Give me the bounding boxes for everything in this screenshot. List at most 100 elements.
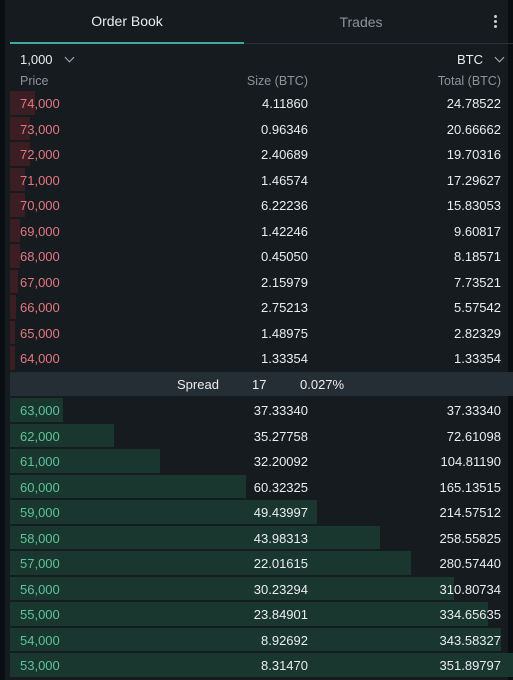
- bid-row[interactable]: 55,000 23.84901 334.65635: [10, 601, 513, 627]
- ask-row[interactable]: 73,000 0.96346 20.66662: [10, 116, 513, 142]
- ask-row[interactable]: 67,000 2.15979 7.73521: [10, 269, 513, 295]
- bid-price: 59,000: [20, 505, 60, 520]
- ask-total: 9.60817: [454, 223, 501, 239]
- tab-order-book[interactable]: Order Book: [10, 0, 244, 44]
- ask-price: 70,000: [20, 198, 60, 213]
- bid-price: 55,000: [20, 607, 60, 622]
- bid-size: 49.43997: [253, 505, 308, 520]
- bid-row[interactable]: 56,000 30.23294 310.80734: [10, 576, 513, 602]
- ask-total: 7.73521: [454, 274, 501, 290]
- ask-size: 2.15979: [261, 274, 308, 290]
- price-grouping-value: 1,000: [20, 51, 53, 67]
- ask-total: 8.18571: [454, 249, 501, 264]
- bid-price: 63,000: [20, 403, 60, 418]
- ask-row[interactable]: 70,000 6.22236 15.83053: [10, 192, 513, 218]
- bid-price: 62,000: [20, 428, 60, 444]
- depth-bar: [10, 449, 160, 473]
- depth-bar: [10, 142, 31, 166]
- bid-price: 56,000: [20, 581, 60, 597]
- ask-total: 20.66662: [446, 121, 501, 137]
- unit-value: BTC: [457, 51, 483, 67]
- bid-size: 60.32325: [253, 479, 308, 495]
- bid-price: 57,000: [20, 556, 60, 571]
- ask-row[interactable]: 64,000 1.33354 1.33354: [10, 345, 513, 371]
- bid-total: 343.58327: [439, 632, 501, 648]
- depth-bar: [10, 218, 21, 242]
- ask-row[interactable]: 72,000 2.40689 19.70316: [10, 141, 513, 167]
- ask-price: 65,000: [20, 325, 60, 341]
- bid-price: 54,000: [20, 632, 60, 648]
- more-options-button[interactable]: [478, 0, 513, 44]
- bid-total: 280.57440: [439, 556, 501, 571]
- price-grouping-dropdown[interactable]: 1,000: [20, 44, 74, 74]
- column-headers: Price Size (BTC) Total (BTC): [10, 74, 513, 90]
- ask-price: 68,000: [20, 249, 60, 264]
- bid-row[interactable]: 53,000 8.31470 351.89797: [10, 652, 513, 678]
- bid-row[interactable]: 62,000 35.27758 72.61098: [10, 423, 513, 449]
- bid-total: 72.61098: [446, 428, 501, 444]
- depth-bar: [10, 116, 31, 140]
- ask-total: 15.83053: [446, 198, 501, 213]
- bid-row[interactable]: 59,000 49.43997 214.57512: [10, 499, 513, 525]
- chevron-down-icon: [494, 52, 505, 62]
- bid-row[interactable]: 61,000 32.20092 104.81190: [10, 448, 513, 474]
- ask-row[interactable]: 71,000 1.46574 17.29627: [10, 167, 513, 193]
- depth-bar: [10, 423, 114, 447]
- bid-price: 53,000: [20, 658, 60, 673]
- ask-row[interactable]: 68,000 0.45050 8.18571: [10, 243, 513, 269]
- bid-row[interactable]: 57,000 22.01615 280.57440: [10, 550, 513, 576]
- ask-row[interactable]: 66,000 2.75213 5.57542: [10, 294, 513, 320]
- ask-row[interactable]: 74,000 4.11860 24.78522: [10, 90, 513, 116]
- bid-size: 23.84901: [253, 607, 308, 622]
- ask-row[interactable]: 69,000 1.42246 9.60817: [10, 218, 513, 244]
- ask-size: 0.45050: [261, 249, 308, 264]
- ask-size: 1.46574: [261, 172, 308, 188]
- ask-total: 2.82329: [454, 325, 501, 341]
- ask-price: 66,000: [20, 300, 60, 315]
- bid-total: 37.33340: [446, 403, 501, 418]
- ask-row[interactable]: 65,000 1.48975 2.82329: [10, 320, 513, 346]
- ask-total: 5.57542: [454, 300, 501, 315]
- bid-row[interactable]: 60,000 60.32325 165.13515: [10, 474, 513, 500]
- tab-bar: Order Book Trades: [10, 0, 513, 44]
- ask-rows: 74,000 4.11860 24.78522 73,000 0.96346 20.666…: [10, 90, 513, 371]
- bid-size: 30.23294: [253, 581, 308, 597]
- ask-price: 67,000: [20, 274, 60, 290]
- bid-total: 214.57512: [439, 505, 501, 520]
- bid-size: 32.20092: [253, 454, 308, 469]
- ask-size: 6.22236: [261, 198, 308, 213]
- ask-size: 1.48975: [261, 325, 308, 341]
- header-price: Price: [20, 74, 49, 88]
- ask-size: 4.11860: [261, 96, 308, 111]
- bid-total: 334.65635: [439, 607, 501, 622]
- tab-trades[interactable]: Trades: [244, 0, 478, 44]
- depth-bar: [10, 167, 26, 191]
- depth-bar: [10, 91, 36, 115]
- bid-price: 58,000: [20, 530, 60, 546]
- bid-row[interactable]: 58,000 43.98313 258.55825: [10, 525, 513, 551]
- depth-bar: [10, 244, 21, 268]
- bid-row[interactable]: 54,000 8.92692 343.58327: [10, 627, 513, 653]
- depth-bar: [10, 576, 455, 600]
- ask-size: 0.96346: [261, 121, 308, 137]
- unit-dropdown[interactable]: BTC: [457, 44, 505, 74]
- bid-size: 8.92692: [261, 632, 308, 648]
- ask-price: 72,000: [20, 147, 60, 162]
- depth-bar: [10, 653, 513, 677]
- ask-size: 1.42246: [261, 223, 308, 239]
- depth-bar: [10, 627, 501, 651]
- spread-bar: Spread 17 0.027%: [10, 372, 513, 396]
- ask-total: 17.29627: [446, 172, 501, 188]
- depth-bar: [10, 346, 16, 370]
- depth-bar: [10, 551, 411, 575]
- bid-size: 37.33340: [253, 403, 308, 418]
- ask-size: 2.40689: [261, 147, 308, 162]
- bid-total: 165.13515: [439, 479, 501, 495]
- depth-bar: [10, 602, 489, 626]
- depth-bar: [10, 500, 317, 524]
- depth-bar: [10, 474, 246, 498]
- ask-size: 1.33354: [261, 351, 308, 366]
- bid-row[interactable]: 63,000 37.33340 37.33340: [10, 397, 513, 423]
- ask-total: 1.33354: [454, 351, 501, 366]
